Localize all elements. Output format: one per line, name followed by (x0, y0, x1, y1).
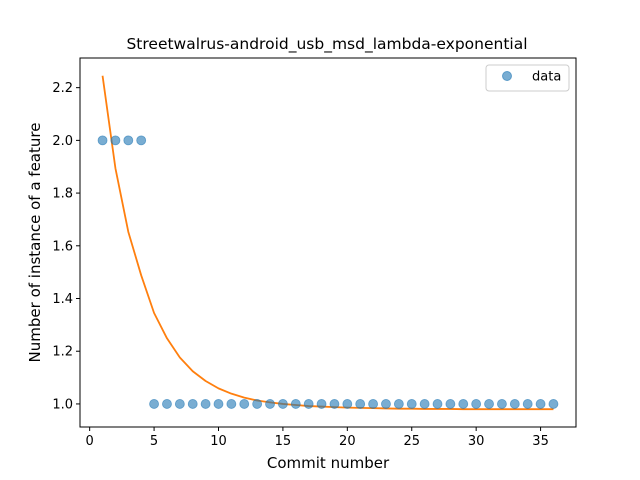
x-tick-label: 25 (403, 434, 420, 449)
y-tick-label: 2.0 (52, 134, 73, 149)
legend: data (485, 64, 570, 92)
series-layer (97, 75, 559, 411)
data-point (290, 399, 301, 409)
data-point (252, 399, 263, 409)
data-point (471, 399, 482, 409)
data-point (316, 399, 327, 409)
data-point (406, 399, 417, 409)
plot-frame (79, 57, 577, 428)
y-axis-ticks: 1.0 1.2 1.4 1.6 1.8 2.0 2.2 (52, 81, 80, 412)
data-point (535, 399, 546, 409)
data-point (419, 399, 430, 409)
data-point (123, 135, 134, 146)
data-point (200, 399, 211, 409)
data-point (497, 399, 507, 409)
data-point (509, 399, 520, 409)
x-axis-ticks: 0 5 10 15 20 25 30 35 (86, 427, 549, 449)
legend-label-data: data (532, 70, 561, 85)
data-point (187, 399, 198, 409)
y-tick-label: 1.0 (52, 397, 73, 412)
data-point (174, 399, 185, 409)
data-point (548, 399, 559, 409)
x-tick-label: 30 (468, 434, 485, 449)
x-tick-label: 0 (86, 434, 94, 449)
data-point (432, 399, 443, 409)
x-tick-label: 35 (532, 434, 549, 449)
data-point (303, 399, 314, 409)
data-point (329, 399, 340, 409)
x-tick-label: 20 (339, 434, 356, 449)
data-point (445, 399, 456, 409)
data-point (265, 399, 275, 409)
y-tick-label: 1.4 (52, 292, 73, 307)
y-tick-label: 1.6 (52, 239, 73, 254)
data-point (278, 399, 288, 409)
data-point (522, 399, 533, 409)
x-axis-label: Commit number (267, 454, 390, 472)
data-point (136, 135, 147, 146)
data-point (226, 399, 237, 409)
x-tick-label: 10 (210, 434, 227, 449)
x-tick-label: 15 (275, 434, 292, 449)
data-point (110, 135, 121, 146)
plot-area: 0 5 10 15 20 25 30 35 1.0 1.2 1.4 1.6 1.8 2.0 2.2 (52, 57, 577, 449)
data-point (342, 399, 353, 409)
chart-title: Streetwalrus-android_usb_msd_lambda-expo… (126, 35, 527, 54)
data-point (355, 399, 366, 409)
x-tick-label: 5 (150, 434, 158, 449)
y-axis-label: Number of instance of a feature (26, 123, 44, 363)
data-point (162, 399, 172, 409)
y-tick-label: 1.8 (52, 187, 73, 202)
data-point (149, 399, 159, 409)
data-point (381, 399, 391, 409)
data-point (484, 399, 494, 409)
y-tick-label: 1.2 (52, 345, 73, 360)
data-point (213, 399, 224, 409)
data-point (239, 399, 250, 409)
data-point (97, 135, 108, 146)
data-point (368, 399, 378, 409)
y-tick-label: 2.2 (52, 81, 73, 96)
data-point (458, 399, 469, 409)
legend-marker-data (502, 71, 512, 81)
fit-line (101, 75, 554, 411)
data-point (393, 399, 404, 409)
